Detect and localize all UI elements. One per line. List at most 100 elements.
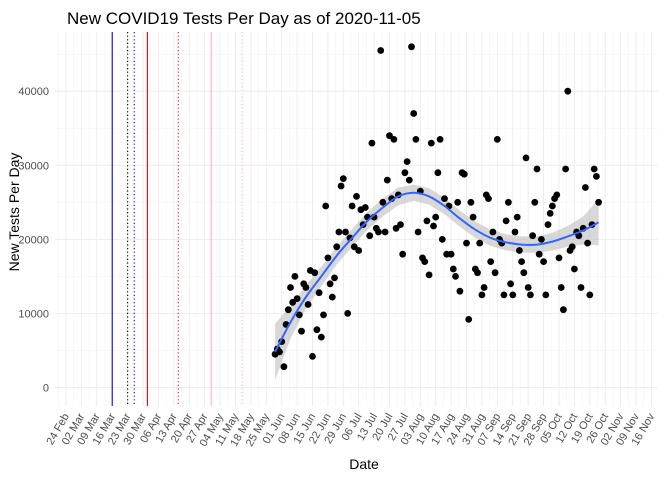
data-point — [593, 173, 600, 180]
data-point — [403, 158, 411, 166]
data-point — [368, 139, 376, 147]
data-point — [513, 213, 521, 221]
data-point — [465, 316, 473, 323]
smooth-line — [274, 191, 600, 353]
data-point — [366, 232, 374, 240]
data-point — [423, 217, 431, 225]
data-point — [383, 176, 391, 184]
y-axis-ticks: 0 10000 20000 30000 40000 — [18, 86, 49, 394]
data-point — [590, 165, 598, 173]
data-point — [571, 265, 578, 273]
data-point — [331, 274, 338, 282]
minor-gridlines — [55, 32, 658, 406]
data-point — [487, 258, 495, 265]
data-point — [542, 291, 550, 299]
data-point — [447, 250, 455, 258]
data-point — [390, 136, 398, 143]
data-point — [582, 184, 589, 191]
data-point — [412, 136, 420, 143]
data-point — [577, 284, 585, 291]
data-point — [333, 243, 341, 251]
data-point — [309, 353, 316, 360]
data-point — [293, 295, 301, 302]
data-point — [485, 195, 492, 203]
data-point — [538, 236, 545, 243]
data-point — [399, 250, 407, 258]
data-point — [304, 301, 312, 308]
data-point — [361, 204, 369, 211]
data-point — [469, 213, 477, 221]
data-point — [295, 311, 303, 319]
data-point — [302, 284, 310, 291]
data-point — [456, 287, 464, 295]
data-point — [441, 195, 448, 203]
data-point — [460, 170, 468, 178]
data-point — [348, 202, 356, 210]
data-point — [511, 228, 519, 236]
data-point — [557, 284, 565, 291]
data-point — [562, 165, 569, 173]
data-point — [276, 348, 283, 356]
data-point — [491, 269, 499, 277]
data-point — [474, 269, 481, 277]
data-point — [502, 217, 510, 225]
data-point — [313, 326, 321, 334]
data-point — [529, 232, 536, 240]
data-point — [516, 247, 523, 254]
y-tick-label: 0 — [43, 382, 49, 394]
data-point — [421, 258, 429, 265]
y-tick-label: 20000 — [18, 234, 49, 246]
data-point — [544, 221, 552, 229]
y-axis-title: New Tests Per Day — [6, 153, 22, 272]
data-point — [533, 165, 541, 173]
data-point — [375, 228, 382, 236]
data-point — [298, 327, 305, 335]
data-point — [287, 284, 294, 291]
data-point — [540, 258, 547, 265]
data-point — [353, 193, 360, 200]
data-point — [535, 250, 543, 258]
data-point — [355, 247, 363, 254]
data-point — [381, 228, 389, 236]
data-point — [410, 110, 418, 117]
data-point — [339, 175, 347, 183]
data-point — [405, 176, 413, 184]
data-point — [454, 198, 462, 206]
data-point — [408, 43, 415, 51]
data-point — [432, 213, 440, 221]
y-tick-label: 40000 — [18, 86, 49, 98]
data-point — [531, 198, 539, 206]
data-points — [271, 43, 602, 371]
data-point — [476, 239, 484, 247]
data-point — [480, 284, 488, 291]
data-point — [280, 363, 288, 371]
data-point — [315, 289, 323, 297]
data-point — [524, 284, 532, 291]
data-point — [342, 228, 349, 236]
smooth-line-layer — [274, 191, 600, 353]
data-point — [549, 202, 556, 210]
data-point — [337, 182, 345, 190]
data-point — [291, 273, 299, 280]
data-point — [467, 198, 475, 206]
data-point — [478, 291, 486, 299]
data-point — [586, 291, 594, 299]
data-point — [584, 239, 591, 247]
chart-title: New COVID19 Tests Per Day as of 2020-11-… — [67, 9, 421, 28]
x-axis-title: Date — [349, 456, 379, 472]
data-point — [520, 269, 528, 277]
data-point — [493, 136, 501, 143]
data-point — [311, 269, 319, 277]
data-point — [344, 310, 352, 317]
data-point — [553, 191, 561, 199]
reference-lines — [111, 32, 243, 406]
data-point — [401, 169, 409, 177]
data-point — [560, 306, 567, 314]
y-tick-label: 10000 — [18, 308, 49, 320]
data-point — [500, 291, 508, 299]
data-point — [463, 239, 470, 247]
data-point — [328, 293, 336, 301]
data-point — [322, 202, 330, 210]
data-point — [335, 228, 343, 236]
data-point — [436, 136, 444, 143]
